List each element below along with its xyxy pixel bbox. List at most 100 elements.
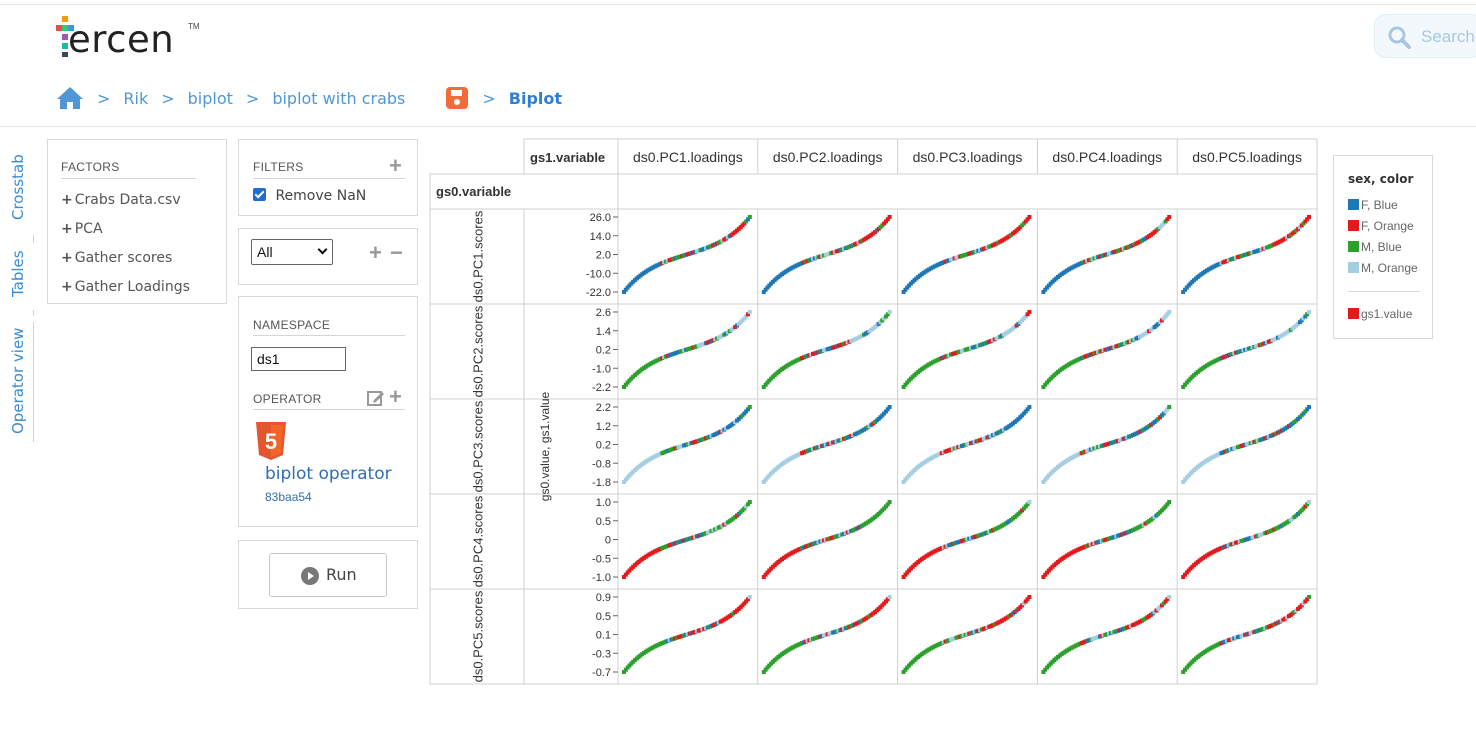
- legend-label: F, Blue: [1361, 198, 1398, 212]
- data-point: [883, 314, 888, 319]
- data-point: [745, 217, 750, 222]
- data-point: [1183, 477, 1188, 482]
- legend-label: gs1.value: [1361, 307, 1413, 321]
- tick-label: 1.2: [596, 421, 611, 433]
- breadcrumb-biplot[interactable]: biplot: [187, 88, 233, 108]
- tick-label: 0.2: [596, 345, 611, 357]
- factor-gather-loadings[interactable]: + Gather Loadings: [61, 273, 190, 302]
- data-point: [744, 504, 749, 509]
- data-point: [1301, 601, 1306, 606]
- data-point: [1181, 670, 1186, 674]
- tab-operator-view[interactable]: Operator view: [9, 327, 27, 434]
- data-point: [1045, 380, 1050, 385]
- data-point: [1184, 380, 1189, 385]
- tab-crosstab[interactable]: Crosstab: [9, 154, 27, 220]
- legend-swatch: [1348, 262, 1359, 273]
- add-button[interactable]: +: [369, 240, 382, 265]
- data-point: [744, 599, 749, 604]
- data-point: [1165, 597, 1170, 602]
- data-point: [744, 219, 749, 224]
- data-point: [1041, 385, 1046, 389]
- data-point: [623, 572, 628, 577]
- data-point: [885, 502, 890, 507]
- tick-label: -1.0: [592, 363, 611, 375]
- tick-label: 0.2: [596, 440, 611, 452]
- data-point: [901, 385, 906, 389]
- row-header: ds0.PC1.scores: [470, 210, 485, 302]
- operator-title: OPERATOR: [253, 392, 322, 406]
- tick-label: -0.3: [592, 648, 611, 660]
- data-point: [1167, 405, 1172, 409]
- data-point: [1163, 219, 1168, 224]
- data-point: [1023, 219, 1028, 224]
- search-input[interactable]: Search: [1421, 27, 1475, 46]
- row-header: ds0.PC3.scores: [470, 400, 485, 492]
- column-header: ds0.PC4.loadings: [1052, 149, 1162, 165]
- legend-item: F, Blue: [1348, 198, 1398, 212]
- tick-label: 2.0: [596, 250, 611, 262]
- data-point: [1041, 670, 1046, 674]
- data-point: [1165, 217, 1170, 222]
- add-filter-button[interactable]: +: [389, 153, 402, 178]
- scope-select[interactable]: All: [251, 239, 333, 265]
- operator-name[interactable]: biplot operator: [265, 464, 392, 484]
- select-panel: All + −: [238, 228, 418, 285]
- data-point: [1181, 480, 1186, 484]
- search-box[interactable]: Search: [1374, 14, 1476, 58]
- data-point: [1161, 316, 1166, 321]
- tick-label: -22.0: [586, 287, 611, 299]
- breadcrumb-biplot-with-crabs[interactable]: biplot with crabs: [272, 88, 406, 108]
- header-divider: [0, 126, 1476, 127]
- data-point: [763, 382, 768, 387]
- column-header-row: [523, 138, 1318, 175]
- remove-nan-checkbox[interactable]: [253, 188, 266, 201]
- data-point: [1181, 575, 1186, 579]
- data-point: [887, 405, 892, 409]
- tab-tables[interactable]: Tables: [9, 250, 27, 297]
- data-point: [742, 506, 747, 511]
- data-point: [1307, 405, 1311, 409]
- data-point: [1183, 667, 1188, 672]
- breadcrumb-rik[interactable]: Rik: [123, 88, 149, 108]
- save-icon[interactable]: [445, 86, 469, 110]
- factor-crabs-data[interactable]: + Crabs Data.csv: [61, 186, 190, 215]
- legend-label: M, Blue: [1361, 240, 1402, 254]
- data-point: [1303, 314, 1308, 319]
- legend-swatch: [1348, 241, 1359, 252]
- data-point: [742, 411, 747, 416]
- home-icon[interactable]: [56, 86, 84, 110]
- factor-label: Crabs Data.csv: [74, 192, 181, 208]
- tercen-logo[interactable]: ercen TM: [56, 14, 206, 62]
- run-button[interactable]: Run: [269, 553, 387, 597]
- data-point: [1027, 215, 1032, 219]
- edit-icon[interactable]: [367, 389, 385, 407]
- data-point: [905, 475, 910, 480]
- breadcrumb-separator: >: [97, 88, 111, 108]
- data-point: [1184, 570, 1189, 575]
- factor-pca[interactable]: + PCA: [61, 215, 190, 244]
- tick-label: 0.1: [596, 630, 611, 642]
- data-point: [1161, 411, 1166, 416]
- tick-label: 26.0: [590, 212, 611, 224]
- data-point: [622, 480, 626, 484]
- data-point: [761, 575, 766, 579]
- data-point: [901, 575, 906, 579]
- row-factor-label: gs0.variable: [436, 184, 511, 199]
- data-point: [1305, 312, 1310, 317]
- data-point: [1301, 316, 1306, 321]
- remove-button[interactable]: −: [390, 240, 403, 265]
- data-point: [1184, 665, 1189, 670]
- data-point: [887, 215, 892, 219]
- factor-label: Gather Loadings: [74, 279, 190, 295]
- crosstab-grid[interactable]: gs1.variable gs0.variable ds0.PC1.loadings…: [428, 136, 1328, 696]
- data-point: [1305, 407, 1310, 412]
- legend-item: gs1.value: [1348, 307, 1412, 321]
- data-point: [1303, 504, 1308, 509]
- factor-gather-scores[interactable]: + Gather scores: [61, 244, 190, 273]
- factors-divider: [61, 178, 196, 179]
- data-point: [761, 385, 766, 389]
- namespace-input[interactable]: ds1: [251, 347, 346, 371]
- data-point: [1301, 506, 1306, 511]
- operator-version: 83baa54: [265, 490, 312, 504]
- add-operator-button[interactable]: +: [389, 384, 402, 409]
